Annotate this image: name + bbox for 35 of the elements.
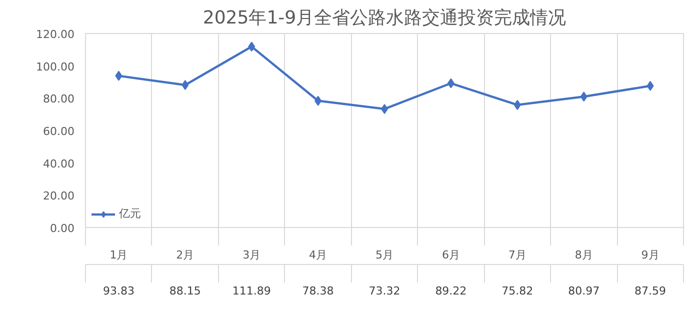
point xyxy=(248,42,256,52)
x-tick-label: 6月 xyxy=(442,248,460,262)
x-tick-label: 1月 xyxy=(110,248,128,262)
point xyxy=(646,80,654,91)
y-tick-label: 80.00 xyxy=(43,92,75,106)
point xyxy=(314,96,322,106)
x-tick-label: 8月 xyxy=(574,248,593,262)
y-tick-label: 120.00 xyxy=(36,28,75,41)
x-tick-label: 7月 xyxy=(508,248,526,262)
x-tick-label: 5月 xyxy=(376,248,394,262)
data-label: 75.82 xyxy=(502,284,534,298)
y-tick-label: 40.00 xyxy=(43,157,75,170)
y-tick-label: 0.00 xyxy=(50,222,75,235)
point xyxy=(447,78,454,88)
x-tick-label: 3月 xyxy=(242,248,261,262)
data-label: 88.15 xyxy=(169,284,201,298)
data-label: 89.22 xyxy=(435,284,467,298)
y-tick-label: 60.00 xyxy=(43,125,75,138)
point xyxy=(182,80,189,90)
x-tick-label: 2月 xyxy=(176,248,194,262)
y-tick-label: 100.00 xyxy=(36,60,75,74)
data-label: 78.38 xyxy=(302,284,334,298)
legend-label: 亿元 xyxy=(119,206,141,221)
point xyxy=(514,100,521,110)
chart-title: 2025年1-9月全省公路水路交通投资完成情况 xyxy=(202,8,566,28)
data-label: 87.59 xyxy=(634,284,666,298)
point xyxy=(580,92,588,102)
data-label: 111.89 xyxy=(232,284,271,298)
x-tick-label: 9月 xyxy=(641,248,660,262)
data-label: 73.32 xyxy=(368,284,400,298)
y-tick-label: 20.00 xyxy=(43,190,75,203)
data-label: 80.97 xyxy=(568,284,600,298)
data-label: 93.83 xyxy=(102,284,134,298)
point xyxy=(115,70,122,81)
x-tick-label: 4月 xyxy=(309,248,328,262)
